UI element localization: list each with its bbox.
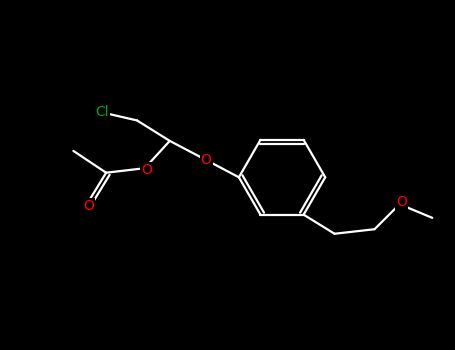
- Text: O: O: [201, 153, 212, 167]
- Text: O: O: [83, 199, 94, 213]
- Text: O: O: [396, 195, 407, 209]
- Text: O: O: [142, 163, 152, 177]
- Text: Cl: Cl: [95, 105, 108, 119]
